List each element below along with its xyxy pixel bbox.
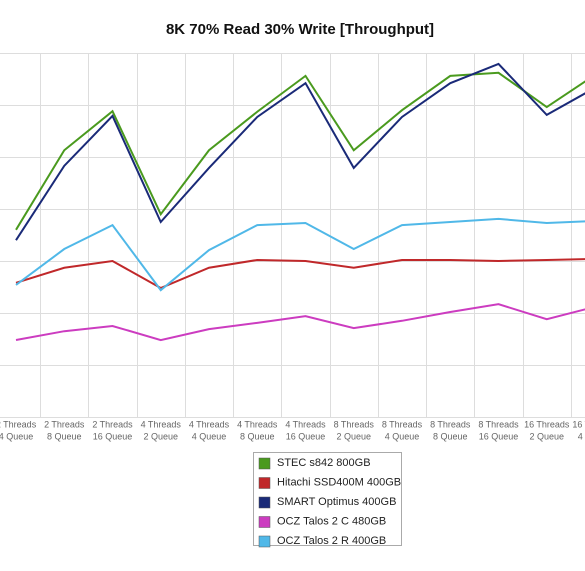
chart-title: 8K 70% Read 30% Write [Throughput]	[166, 21, 434, 38]
x-tick-label: 16 Queue	[93, 431, 133, 441]
x-tick-label: 8 Queue	[433, 431, 468, 441]
x-tick-label: 8 Threads	[478, 419, 519, 429]
x-tick-label: 8 Threads	[334, 419, 375, 429]
legend-swatch	[258, 477, 271, 489]
series-line	[15, 71, 585, 231]
series-line	[15, 62, 585, 241]
x-tick-label: 2 Queue	[143, 431, 178, 441]
x-tick-label: 2 Queue	[529, 431, 564, 441]
x-tick-label: 4 Queue	[385, 431, 420, 441]
x-tick-label: 2 Queue	[336, 431, 371, 441]
legend-swatch	[258, 535, 271, 548]
x-tick-label: 8 Queue	[47, 431, 82, 441]
x-tick-label: 4 Threads	[189, 419, 230, 429]
legend-box	[253, 452, 402, 546]
legend-label: STEC s842 800GB	[277, 457, 371, 469]
legend-label: OCZ Talos 2 R 400GB	[277, 535, 386, 547]
x-tick-label: 8 Threads	[382, 419, 423, 429]
legend-label: OCZ Talos 2 C 480GB	[277, 515, 386, 527]
x-tick-label: 4 Queue	[578, 431, 585, 441]
legend-swatch	[258, 496, 271, 509]
x-tick-label: 16 Queue	[479, 431, 519, 441]
x-tick-label: 4 Queue	[192, 431, 227, 441]
x-tick-label: 2 Threads	[44, 419, 85, 429]
x-tick-label: 8 Queue	[240, 431, 275, 441]
legend-label: SMART Optimus 400GB	[277, 496, 396, 508]
legend-swatch	[258, 457, 271, 470]
x-tick-label: 2 Threads	[0, 419, 37, 429]
x-tick-label: 16 Threads	[524, 419, 570, 429]
x-tick-label: 4 Threads	[237, 419, 278, 429]
x-tick-label: 4 Threads	[141, 419, 182, 429]
series-line	[15, 303, 585, 342]
legend-swatch	[258, 516, 271, 528]
x-tick-label: 4 Threads	[285, 419, 326, 429]
x-tick-label: 2 Threads	[92, 419, 133, 429]
legend-label: Hitachi SSD400M 400GB	[277, 476, 401, 488]
x-tick-label: 8 Threads	[430, 419, 471, 429]
x-tick-label: 16 Queue	[286, 431, 326, 441]
series-line	[15, 258, 585, 290]
x-tick-label: 16 Threads	[572, 419, 585, 429]
x-tick-label: 4 Queue	[0, 431, 33, 441]
series-line	[15, 217, 585, 292]
